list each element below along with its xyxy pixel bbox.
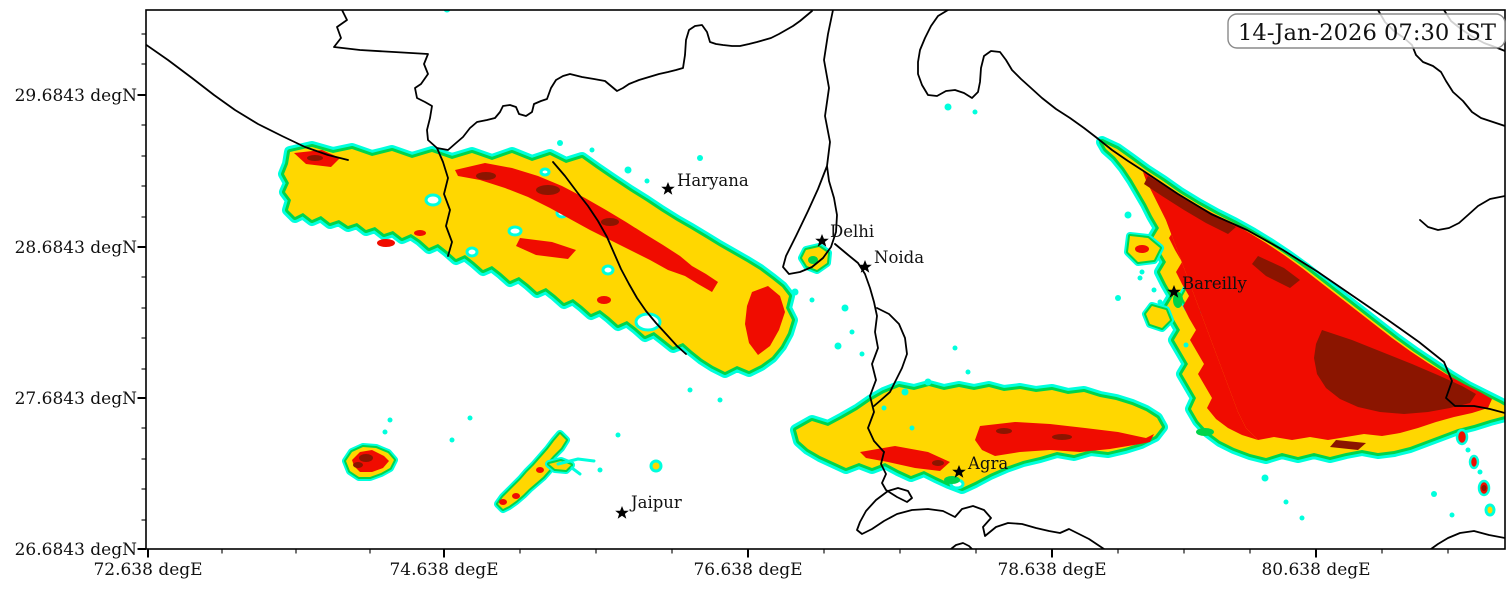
x-tick-label: 72.638 degE [93, 560, 202, 580]
y-tick-label: 26.6843 degN [15, 540, 138, 560]
city-marker-delhi: Delhi [815, 222, 874, 247]
plot-frame [145, 9, 1506, 550]
city-markers: Haryana Delhi Noida Bareilly Agra Jaipur [615, 171, 1247, 519]
fog-verydense-darkred [307, 155, 1487, 491]
city-label: Agra [967, 454, 1008, 473]
fog-specks [382, 10, 1483, 521]
fog-islands-east [1128, 236, 1210, 328]
timestamp-text: 14-Jan-2026 07:30 IST [1238, 21, 1496, 46]
city-marker-agra: Agra [952, 454, 1008, 478]
state-boundary-line [552, 161, 687, 355]
state-boundary-line [146, 43, 349, 161]
state-boundary-line [782, 10, 838, 275]
y-tick-label: 29.6843 degN [15, 86, 138, 106]
axis-ticks [137, 33, 1449, 558]
y-tick-label: 27.6843 degN [15, 389, 138, 409]
city-label: Bareilly [1182, 274, 1247, 293]
city-marker-bareilly: Bareilly [1167, 274, 1247, 298]
x-tick-label: 80.638 degE [1261, 560, 1370, 580]
fog-green-patches [944, 292, 1214, 484]
timestamp-box: 14-Jan-2026 07:30 IST [1227, 13, 1506, 49]
city-marker-jaipur: Jaipur [615, 493, 682, 519]
fog-filament [556, 457, 596, 466]
x-tick-label: 76.638 degE [693, 560, 802, 580]
state-boundary-line [333, 10, 813, 151]
city-marker-haryana: Haryana [661, 171, 749, 195]
x-tick-label: 78.638 degE [997, 560, 1106, 580]
city-label: Jaipur [629, 493, 682, 512]
city-label: Noida [874, 248, 924, 267]
x-axis-labels: 72.638 degE 74.638 degE 76.638 degE 78.6… [93, 560, 1370, 580]
city-label: Haryana [677, 171, 749, 190]
state-boundary-line [950, 542, 973, 549]
x-tick-label: 74.638 degE [389, 560, 498, 580]
state-boundaries [146, 10, 1505, 549]
state-boundary-line [873, 307, 908, 407]
state-boundary-line [917, 10, 1505, 414]
state-boundary-line [1430, 530, 1505, 549]
y-axis-labels: 29.6843 degN 28.6843 degN 27.6843 degN 2… [15, 86, 138, 560]
fog-blob-snake-sw [498, 434, 596, 509]
state-boundary-line [856, 451, 1105, 549]
timestamp-box-background [1227, 13, 1506, 49]
state-boundary-line [436, 147, 453, 257]
city-marker-noida: Noida [858, 248, 924, 273]
city-label: Delhi [830, 222, 874, 241]
state-boundary-line [834, 243, 885, 453]
state-boundary-line [1419, 195, 1505, 231]
y-tick-label: 28.6843 degN [15, 238, 138, 258]
fog-blob-delhi [802, 247, 828, 270]
fog-filament [570, 466, 582, 476]
